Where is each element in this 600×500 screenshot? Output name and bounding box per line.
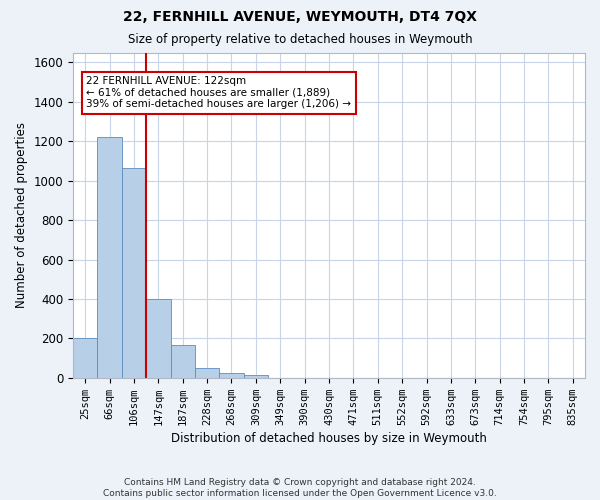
Bar: [122, 168, 146, 378]
Text: 22, FERNHILL AVENUE, WEYMOUTH, DT4 7QX: 22, FERNHILL AVENUE, WEYMOUTH, DT4 7QX: [123, 10, 477, 24]
Text: Contains HM Land Registry data © Crown copyright and database right 2024.
Contai: Contains HM Land Registry data © Crown c…: [103, 478, 497, 498]
X-axis label: Distribution of detached houses by size in Weymouth: Distribution of detached houses by size …: [171, 432, 487, 445]
Text: Size of property relative to detached houses in Weymouth: Size of property relative to detached ho…: [128, 32, 472, 46]
Bar: [170, 346, 195, 378]
Text: 22 FERNHILL AVENUE: 122sqm
← 61% of detached houses are smaller (1,889)
39% of s: 22 FERNHILL AVENUE: 122sqm ← 61% of deta…: [86, 76, 352, 110]
Bar: [195, 368, 220, 378]
Bar: [73, 338, 97, 378]
Y-axis label: Number of detached properties: Number of detached properties: [15, 122, 28, 308]
Bar: [146, 299, 170, 378]
Bar: [97, 138, 122, 378]
Bar: [244, 375, 268, 378]
Bar: [220, 373, 244, 378]
